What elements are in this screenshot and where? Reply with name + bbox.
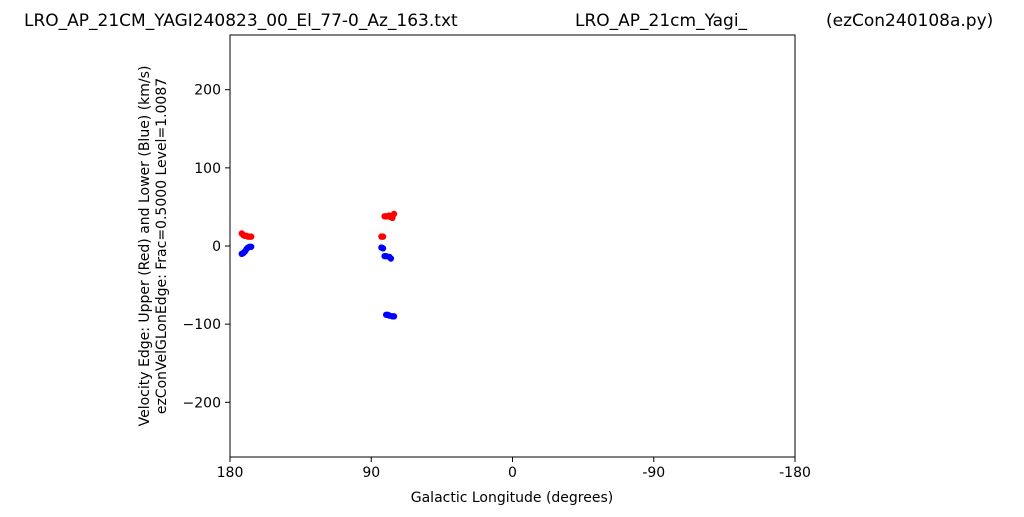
x-tick-label: 90 <box>362 465 380 481</box>
x-axis-label: Galactic Longitude (degrees) <box>411 490 613 506</box>
data-point-series-0 <box>379 233 387 240</box>
x-tick-label: -90 <box>642 465 665 481</box>
y-axis-ticks: 200 100 0 −100 −200 <box>183 83 230 411</box>
title-right: (ezCon240108a.py) <box>826 11 993 31</box>
x-tick-label: 180 <box>217 465 244 481</box>
data-point-series-1 <box>247 243 255 250</box>
data-point-series-0 <box>247 233 255 240</box>
plot-area <box>229 34 796 458</box>
x-axis-ticks: 180 90 0 -90 -180 <box>217 457 811 481</box>
title-left: LRO_AP_21CM_YAGI240823_00_El_77-0_Az_163… <box>24 11 458 31</box>
title-center: LRO_AP_21cm_Yagi_ <box>575 11 748 31</box>
data-point-series-1 <box>390 313 398 320</box>
y-axis-label-line2: ezConVelGLonEdge: Frac=0.5000 Level=1.00… <box>154 78 170 414</box>
y-axis-label-line1: Velocity Edge: Upper (Red) and Lower (Bl… <box>137 66 153 427</box>
x-tick-label: 0 <box>508 465 517 481</box>
y-tick-label: 100 <box>194 161 221 177</box>
data-point-series-1 <box>387 255 395 262</box>
x-tick-label: -180 <box>779 465 811 481</box>
y-tick-label: 200 <box>194 83 221 99</box>
data-point-series-0 <box>390 210 398 218</box>
y-tick-label: −200 <box>183 395 221 411</box>
y-tick-label: −100 <box>183 317 221 333</box>
y-tick-label: 0 <box>212 239 221 255</box>
data-point-series-1 <box>379 245 387 252</box>
data-points <box>238 210 398 320</box>
